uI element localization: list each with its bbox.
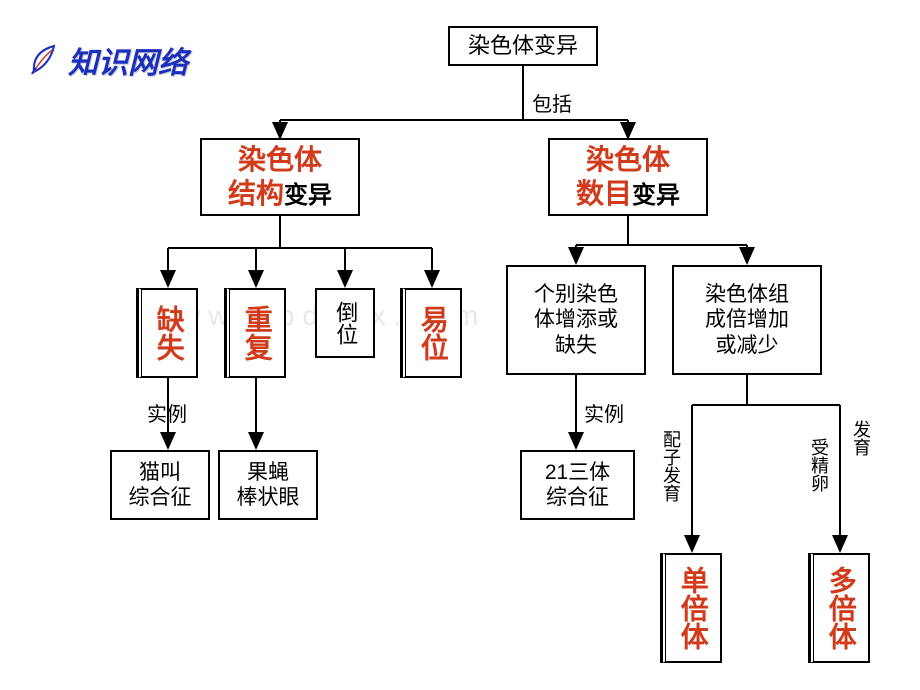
label-example-mid: 实例 xyxy=(584,398,624,427)
title-text: 知识网络 xyxy=(68,38,188,82)
node-set-text: 染色体组 成倍增加 或减少 xyxy=(705,282,789,358)
node-set: 染色体组 成倍增加 或减少 xyxy=(672,265,822,375)
node-struct-blk: 变异 xyxy=(284,182,332,209)
node-individual: 个别染色 体增添或 缺失 xyxy=(506,265,646,375)
node-inversion: 倒位 xyxy=(315,288,375,358)
node-cat-cry-text: 猫叫 综合征 xyxy=(129,460,192,510)
node-haploid: 单倍体 xyxy=(662,553,722,663)
node-translocation-text: 易位 xyxy=(416,305,450,361)
node-duplication: 重复 xyxy=(226,288,286,378)
node-root-text: 染色体变异 xyxy=(468,33,578,59)
node-struct-red1: 染色体 xyxy=(238,144,322,175)
label-gamete: 配子发育 xyxy=(658,430,684,502)
node-inversion-text: 倒位 xyxy=(332,301,358,345)
node-translocation: 易位 xyxy=(402,288,462,378)
node-number-blk: 变异 xyxy=(632,182,680,209)
node-polyploid-text: 多倍体 xyxy=(824,566,858,650)
node-cat-cry: 猫叫 综合征 xyxy=(110,450,210,520)
node-deletion-text: 缺失 xyxy=(152,305,186,361)
page-title: 知识网络 xyxy=(28,38,188,82)
label-example-left: 实例 xyxy=(147,398,187,427)
node-individual-text: 个别染色 体增添或 缺失 xyxy=(534,282,618,358)
label-develop: 发育 xyxy=(848,420,874,456)
label-fertilized: 受精卵 xyxy=(806,438,832,492)
node-struct-red2: 结构 xyxy=(228,178,284,209)
node-polyploid: 多倍体 xyxy=(810,553,870,663)
node-struct: 染色体 结构变异 xyxy=(200,138,360,216)
node-duplication-text: 重复 xyxy=(240,305,274,361)
node-root: 染色体变异 xyxy=(448,26,598,66)
node-deletion: 缺失 xyxy=(138,288,198,378)
node-haploid-text: 单倍体 xyxy=(676,566,710,650)
node-trisomy21-text: 21三体 综合征 xyxy=(545,460,610,510)
node-number-red2: 数目 xyxy=(576,178,632,209)
diagram-stage: www.bdocx.com 知识网络 xyxy=(0,0,920,690)
node-trisomy21: 21三体 综合征 xyxy=(520,450,635,520)
leaf-icon xyxy=(28,42,64,78)
node-number-red1: 染色体 xyxy=(586,144,670,175)
node-fruit-fly-text: 果蝇 棒状眼 xyxy=(237,460,300,510)
node-number: 染色体 数目变异 xyxy=(548,138,708,216)
node-fruit-fly: 果蝇 棒状眼 xyxy=(218,450,318,520)
label-include: 包括 xyxy=(532,88,572,117)
